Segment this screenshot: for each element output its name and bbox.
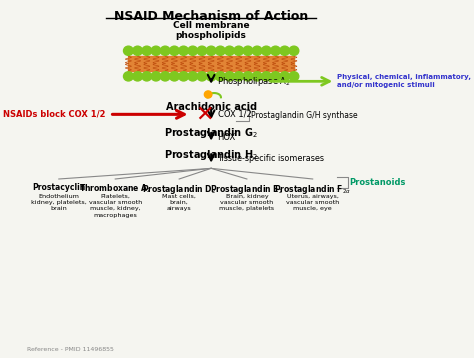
Text: Prostaglandin D$_2$: Prostaglandin D$_2$: [142, 183, 216, 195]
Circle shape: [206, 72, 216, 81]
Text: Prostanoids: Prostanoids: [349, 178, 406, 187]
Text: Physical, chemical, inflammatory,: Physical, chemical, inflammatory,: [337, 74, 471, 80]
Text: Prostaglandin H$_2$: Prostaglandin H$_2$: [164, 148, 258, 162]
Circle shape: [197, 46, 207, 55]
Circle shape: [262, 72, 271, 81]
Circle shape: [271, 72, 281, 81]
Text: Tissue-specific isomerases: Tissue-specific isomerases: [217, 154, 324, 163]
Circle shape: [216, 72, 225, 81]
Circle shape: [179, 46, 189, 55]
Circle shape: [243, 46, 253, 55]
Circle shape: [252, 46, 262, 55]
Circle shape: [204, 91, 212, 98]
Text: Reference - PMID 11496855: Reference - PMID 11496855: [27, 347, 114, 352]
Circle shape: [151, 46, 161, 55]
Text: COX 1/2: COX 1/2: [218, 110, 252, 118]
Circle shape: [197, 72, 207, 81]
Text: Prostaglandin G/H synthase: Prostaglandin G/H synthase: [251, 111, 357, 120]
Circle shape: [280, 72, 290, 81]
Circle shape: [216, 46, 225, 55]
Text: Uterus, airways,
vascular smooth
muscle, eye: Uterus, airways, vascular smooth muscle,…: [286, 194, 339, 211]
Text: NSAID Mechanism of Action: NSAID Mechanism of Action: [114, 10, 308, 23]
Text: Mast cells,
brain,
airways: Mast cells, brain, airways: [162, 194, 196, 211]
Text: Prostaglandin E$_2$: Prostaglandin E$_2$: [210, 183, 283, 195]
Circle shape: [252, 72, 262, 81]
Text: NSAIDs block COX 1/2: NSAIDs block COX 1/2: [3, 110, 106, 119]
Circle shape: [142, 72, 152, 81]
Circle shape: [170, 46, 179, 55]
Circle shape: [225, 46, 235, 55]
Circle shape: [289, 46, 299, 55]
Circle shape: [133, 46, 143, 55]
Text: Thromboxane A$_2$: Thromboxane A$_2$: [79, 183, 152, 195]
Text: Phospholipase A$_2$: Phospholipase A$_2$: [217, 75, 291, 88]
Circle shape: [124, 46, 133, 55]
Circle shape: [133, 72, 143, 81]
Text: Prostaglandin G$_2$: Prostaglandin G$_2$: [164, 126, 258, 140]
Text: and/or mitogenic stimuli: and/or mitogenic stimuli: [337, 82, 435, 88]
Circle shape: [289, 72, 299, 81]
Circle shape: [170, 72, 179, 81]
Text: Platelets,
vascular smooth
muscle, kidney,
macrophages: Platelets, vascular smooth muscle, kidne…: [89, 194, 142, 218]
Circle shape: [188, 46, 198, 55]
Circle shape: [160, 46, 170, 55]
Circle shape: [188, 72, 198, 81]
Text: Prostaglandin F$_{2\alpha}$: Prostaglandin F$_{2\alpha}$: [274, 183, 351, 195]
Circle shape: [234, 72, 244, 81]
Circle shape: [225, 72, 235, 81]
Text: ✕: ✕: [195, 104, 214, 124]
Circle shape: [124, 72, 133, 81]
Text: HOX: HOX: [217, 132, 235, 141]
Text: Endothelium
kidney, platelets,
brain: Endothelium kidney, platelets, brain: [31, 194, 87, 211]
Circle shape: [151, 72, 161, 81]
Circle shape: [262, 46, 271, 55]
Circle shape: [160, 72, 170, 81]
Circle shape: [280, 46, 290, 55]
Circle shape: [206, 46, 216, 55]
Bar: [128, 57, 294, 71]
Text: Cell membrane
phospholipids: Cell membrane phospholipids: [173, 21, 249, 40]
Circle shape: [271, 46, 281, 55]
Circle shape: [179, 72, 189, 81]
Circle shape: [234, 46, 244, 55]
Text: Prostacyclin: Prostacyclin: [32, 183, 85, 192]
Text: Arachidonic acid: Arachidonic acid: [165, 102, 257, 112]
Circle shape: [243, 72, 253, 81]
Circle shape: [142, 46, 152, 55]
Text: Brain, kidney
vascular smooth
muscle, platelets: Brain, kidney vascular smooth muscle, pl…: [219, 194, 274, 211]
